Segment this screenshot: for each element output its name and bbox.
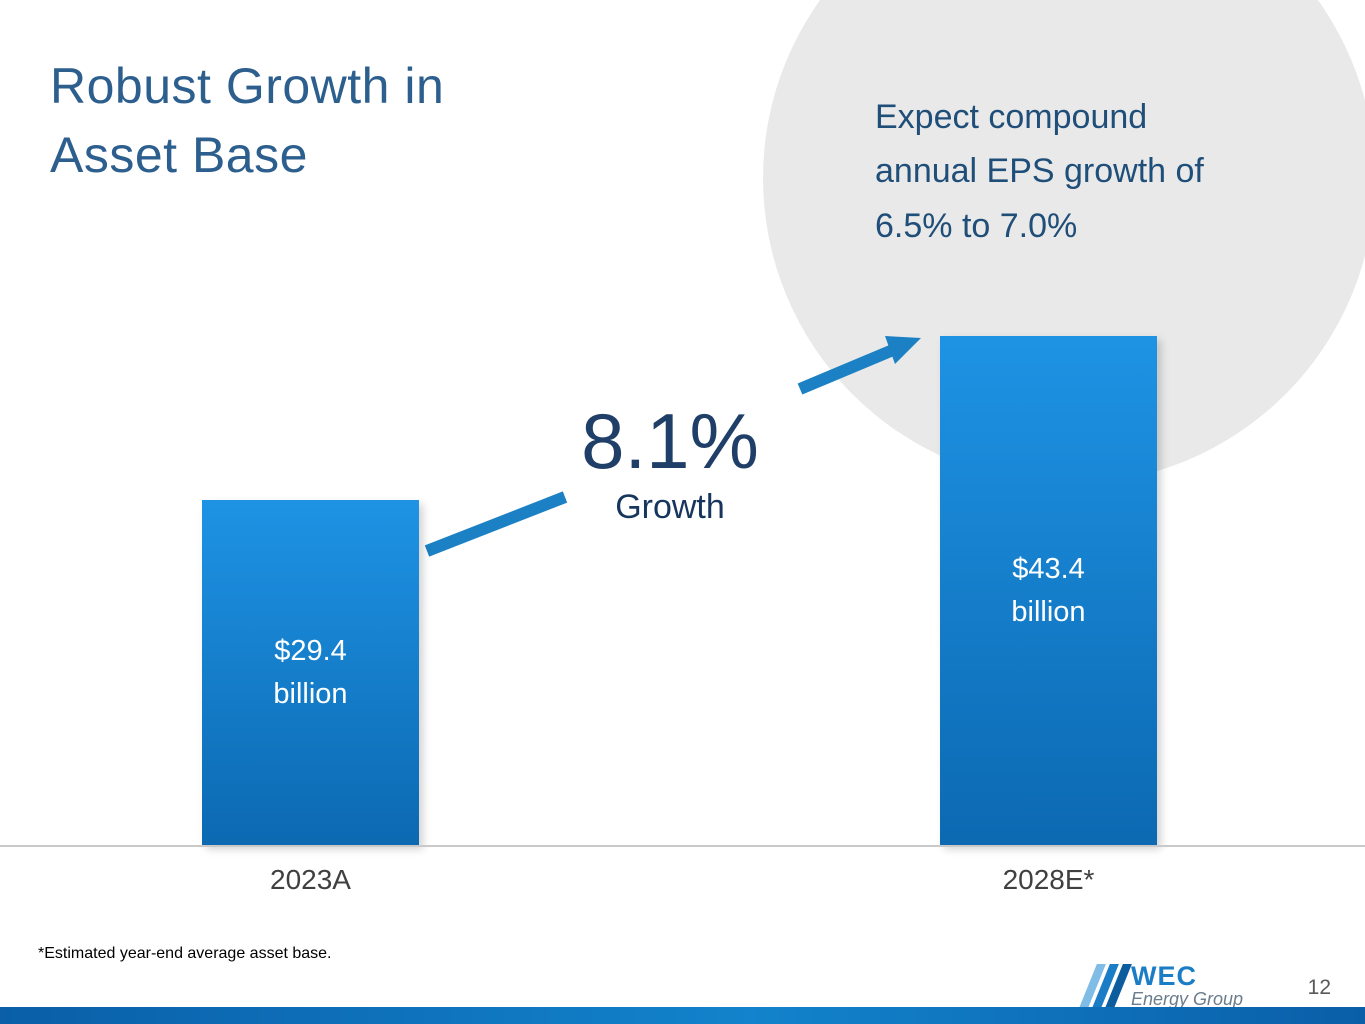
growth-annotation: 8.1% Growth — [540, 402, 800, 527]
logo-subtitle: Energy Group — [1131, 989, 1244, 1010]
logo-name: WEC — [1131, 961, 1197, 991]
footer-strip — [0, 1007, 1365, 1024]
bar-2023a-value-label: $29.4 billion — [273, 635, 348, 710]
chart-baseline — [0, 845, 1365, 847]
footnote: *Estimated year-end average asset base. — [38, 945, 332, 962]
growth-value: 8.1% — [581, 397, 759, 485]
slide-title: Robust Growth in Asset Base — [50, 58, 445, 183]
bar-2028e: $43.4 billion — [940, 336, 1157, 845]
page-number: 12 — [1307, 976, 1331, 999]
growth-label: Growth — [615, 488, 725, 526]
bar-2023a: $29.4 billion — [202, 500, 419, 845]
category-label-2023a: 2023A — [270, 864, 351, 895]
wec-logo: WEC Energy Group — [1079, 960, 1250, 1012]
bar-2028e-value-label: $43.4 billion — [1011, 553, 1086, 628]
wec-logo-stripes-icon — [1079, 963, 1132, 1008]
callout-text: Expect compound annual EPS growth of 6.5… — [875, 98, 1204, 245]
wec-logo-text: WEC Energy Group — [1131, 962, 1243, 1009]
category-label-2028e: 2028E* — [1002, 864, 1095, 895]
